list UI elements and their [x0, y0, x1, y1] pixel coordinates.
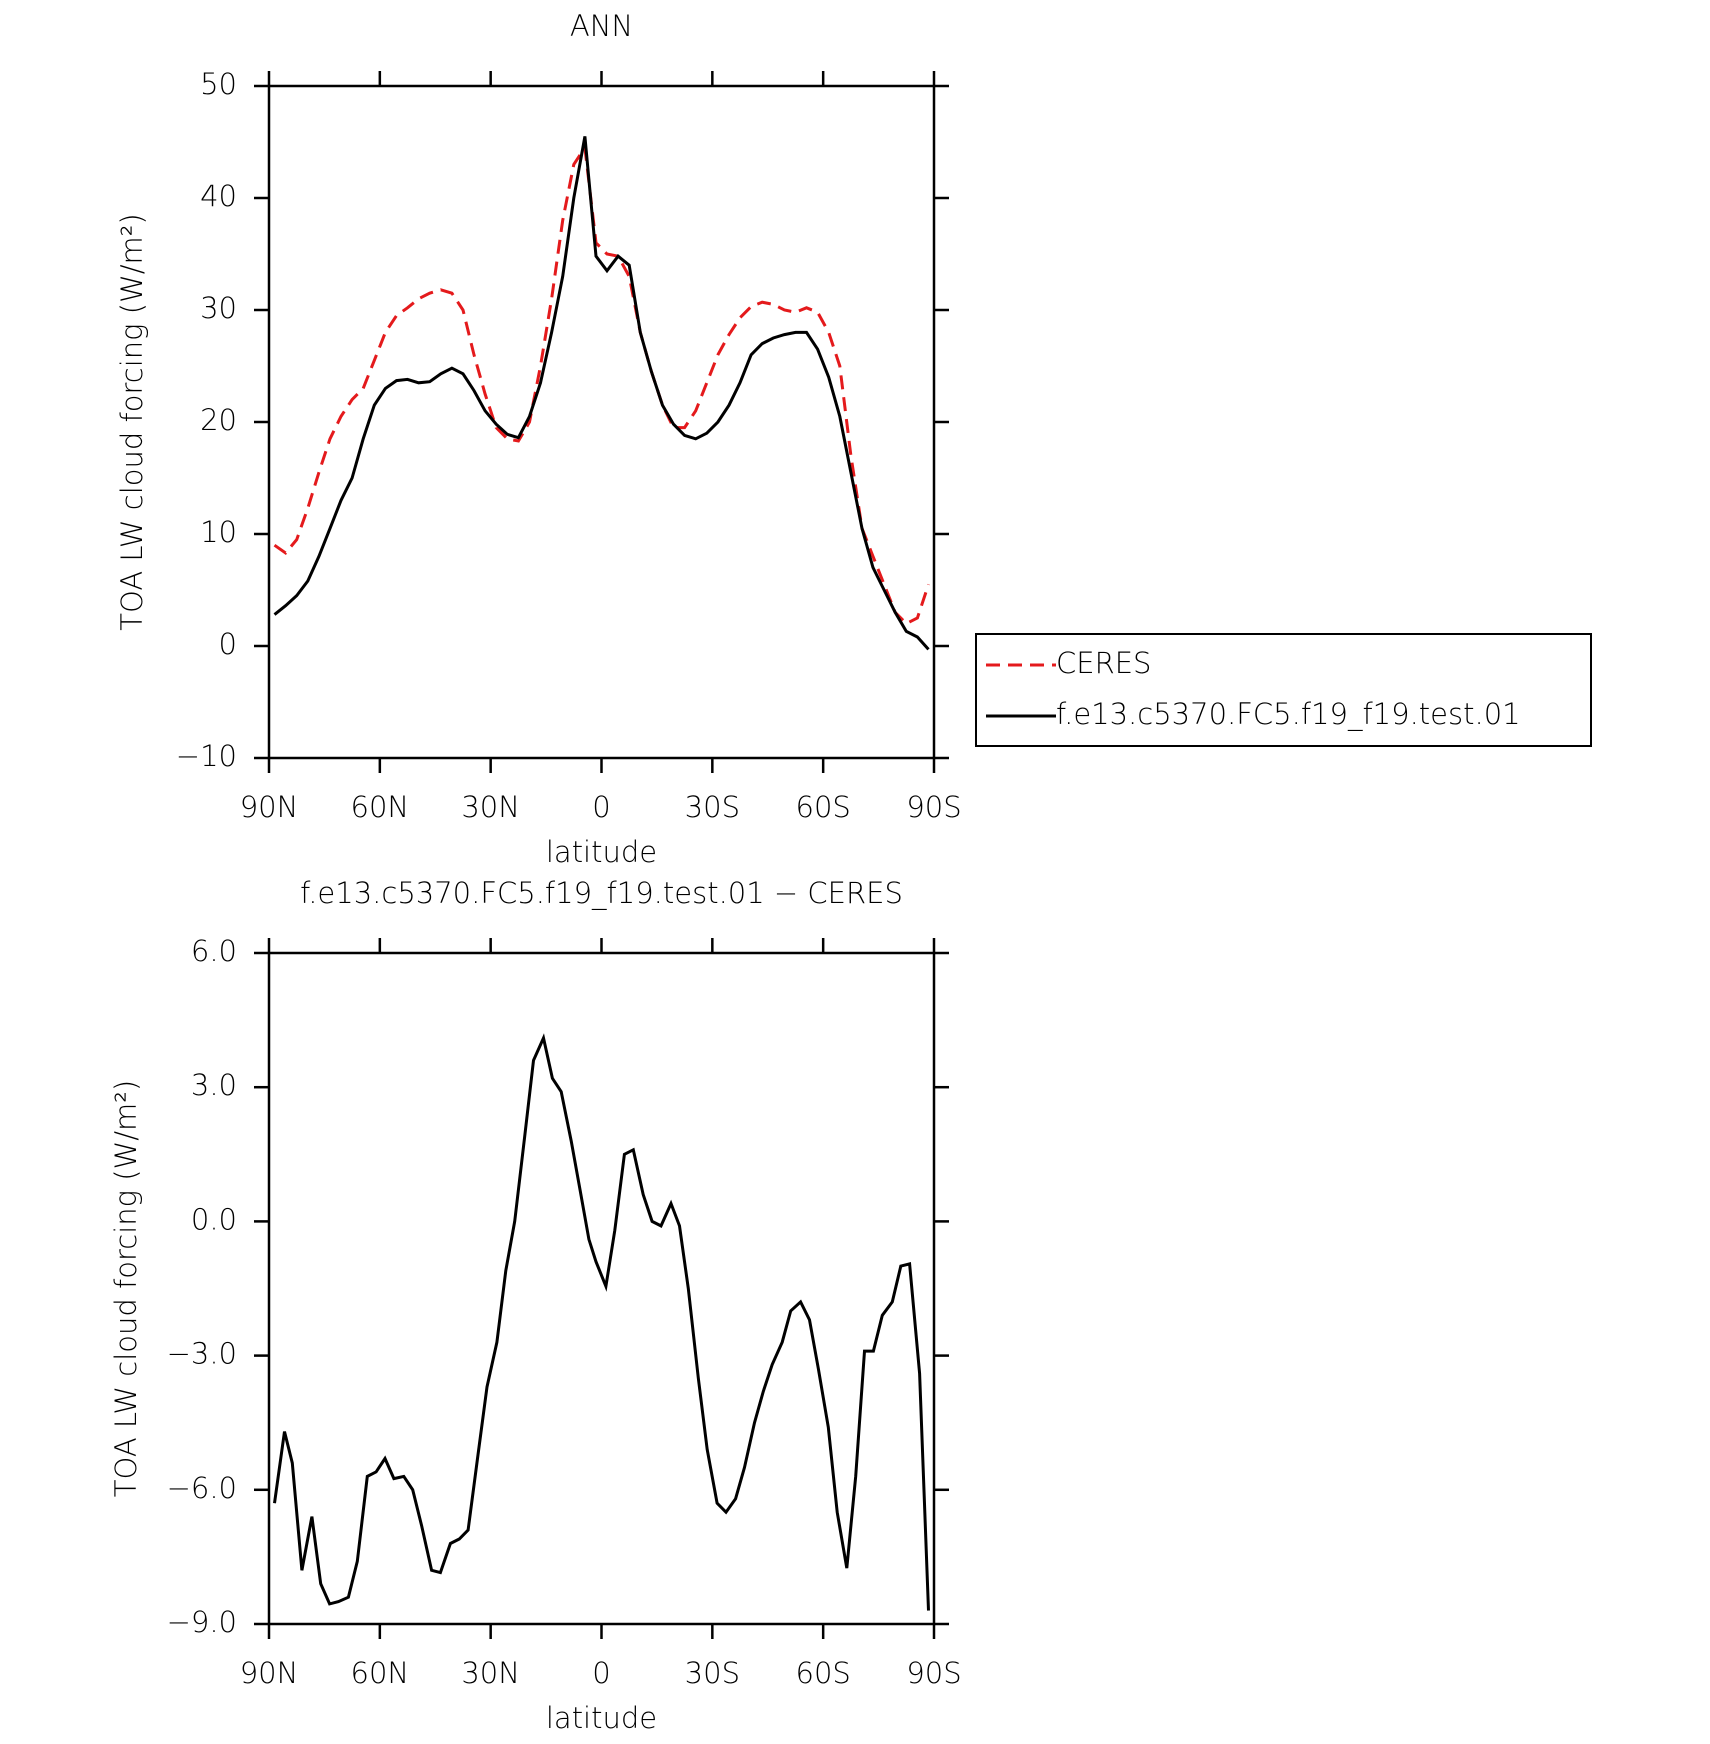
data-line: [273, 143, 930, 626]
x-tick-label: 0: [592, 790, 610, 824]
x-tick-label: 60N: [351, 1656, 410, 1690]
chart-title: ANN: [570, 9, 633, 43]
x-tick-label: 60N: [351, 790, 410, 824]
x-tick-label: 30N: [461, 790, 520, 824]
y-tick-label: −9.0: [167, 1605, 237, 1639]
x-tick-label: 90S: [906, 1656, 961, 1690]
x-axis-label: latitude: [546, 1701, 657, 1735]
y-tick-label: 50: [200, 67, 237, 101]
x-tick-label: 30N: [461, 1656, 520, 1690]
y-tick-label: −10: [176, 739, 237, 773]
x-tick-label: 60S: [796, 790, 851, 824]
data-line: [273, 1033, 930, 1611]
y-tick-label: 30: [200, 291, 237, 325]
x-tick-label: 60S: [796, 1656, 851, 1690]
y-axis-label: TOA LW cloud forcing (W/m²): [115, 213, 149, 630]
y-axis-label: TOA LW cloud forcing (W/m²): [109, 1080, 143, 1497]
y-tick-label: 0.0: [191, 1202, 237, 1236]
x-tick-label: 30S: [685, 790, 740, 824]
x-tick-label: 0: [592, 1656, 610, 1690]
y-tick-label: 10: [200, 515, 237, 549]
y-tick-label: 3.0: [191, 1068, 237, 1102]
x-tick-label: 30S: [685, 1656, 740, 1690]
x-axis-label: latitude: [546, 835, 657, 869]
legend-label: f.e13.c5370.FC5.f19_f19.test.01: [1056, 697, 1521, 732]
y-tick-label: −3.0: [167, 1337, 237, 1371]
y-tick-label: 40: [200, 179, 237, 213]
chart-title: f.e13.c5370.FC5.f19_f19.test.01 − CERES: [300, 876, 903, 911]
y-tick-label: 6.0: [191, 934, 237, 968]
y-tick-label: 0: [219, 627, 237, 661]
x-tick-label: 90S: [906, 790, 961, 824]
x-tick-label: 90N: [240, 1656, 299, 1690]
legend-label: CERES: [1056, 646, 1151, 680]
legend-box: [975, 633, 1592, 747]
data-line: [273, 136, 930, 651]
plot-frame: [267, 951, 936, 1626]
y-tick-label: 20: [200, 403, 237, 437]
y-tick-label: −6.0: [167, 1471, 237, 1505]
x-tick-label: 90N: [240, 790, 299, 824]
